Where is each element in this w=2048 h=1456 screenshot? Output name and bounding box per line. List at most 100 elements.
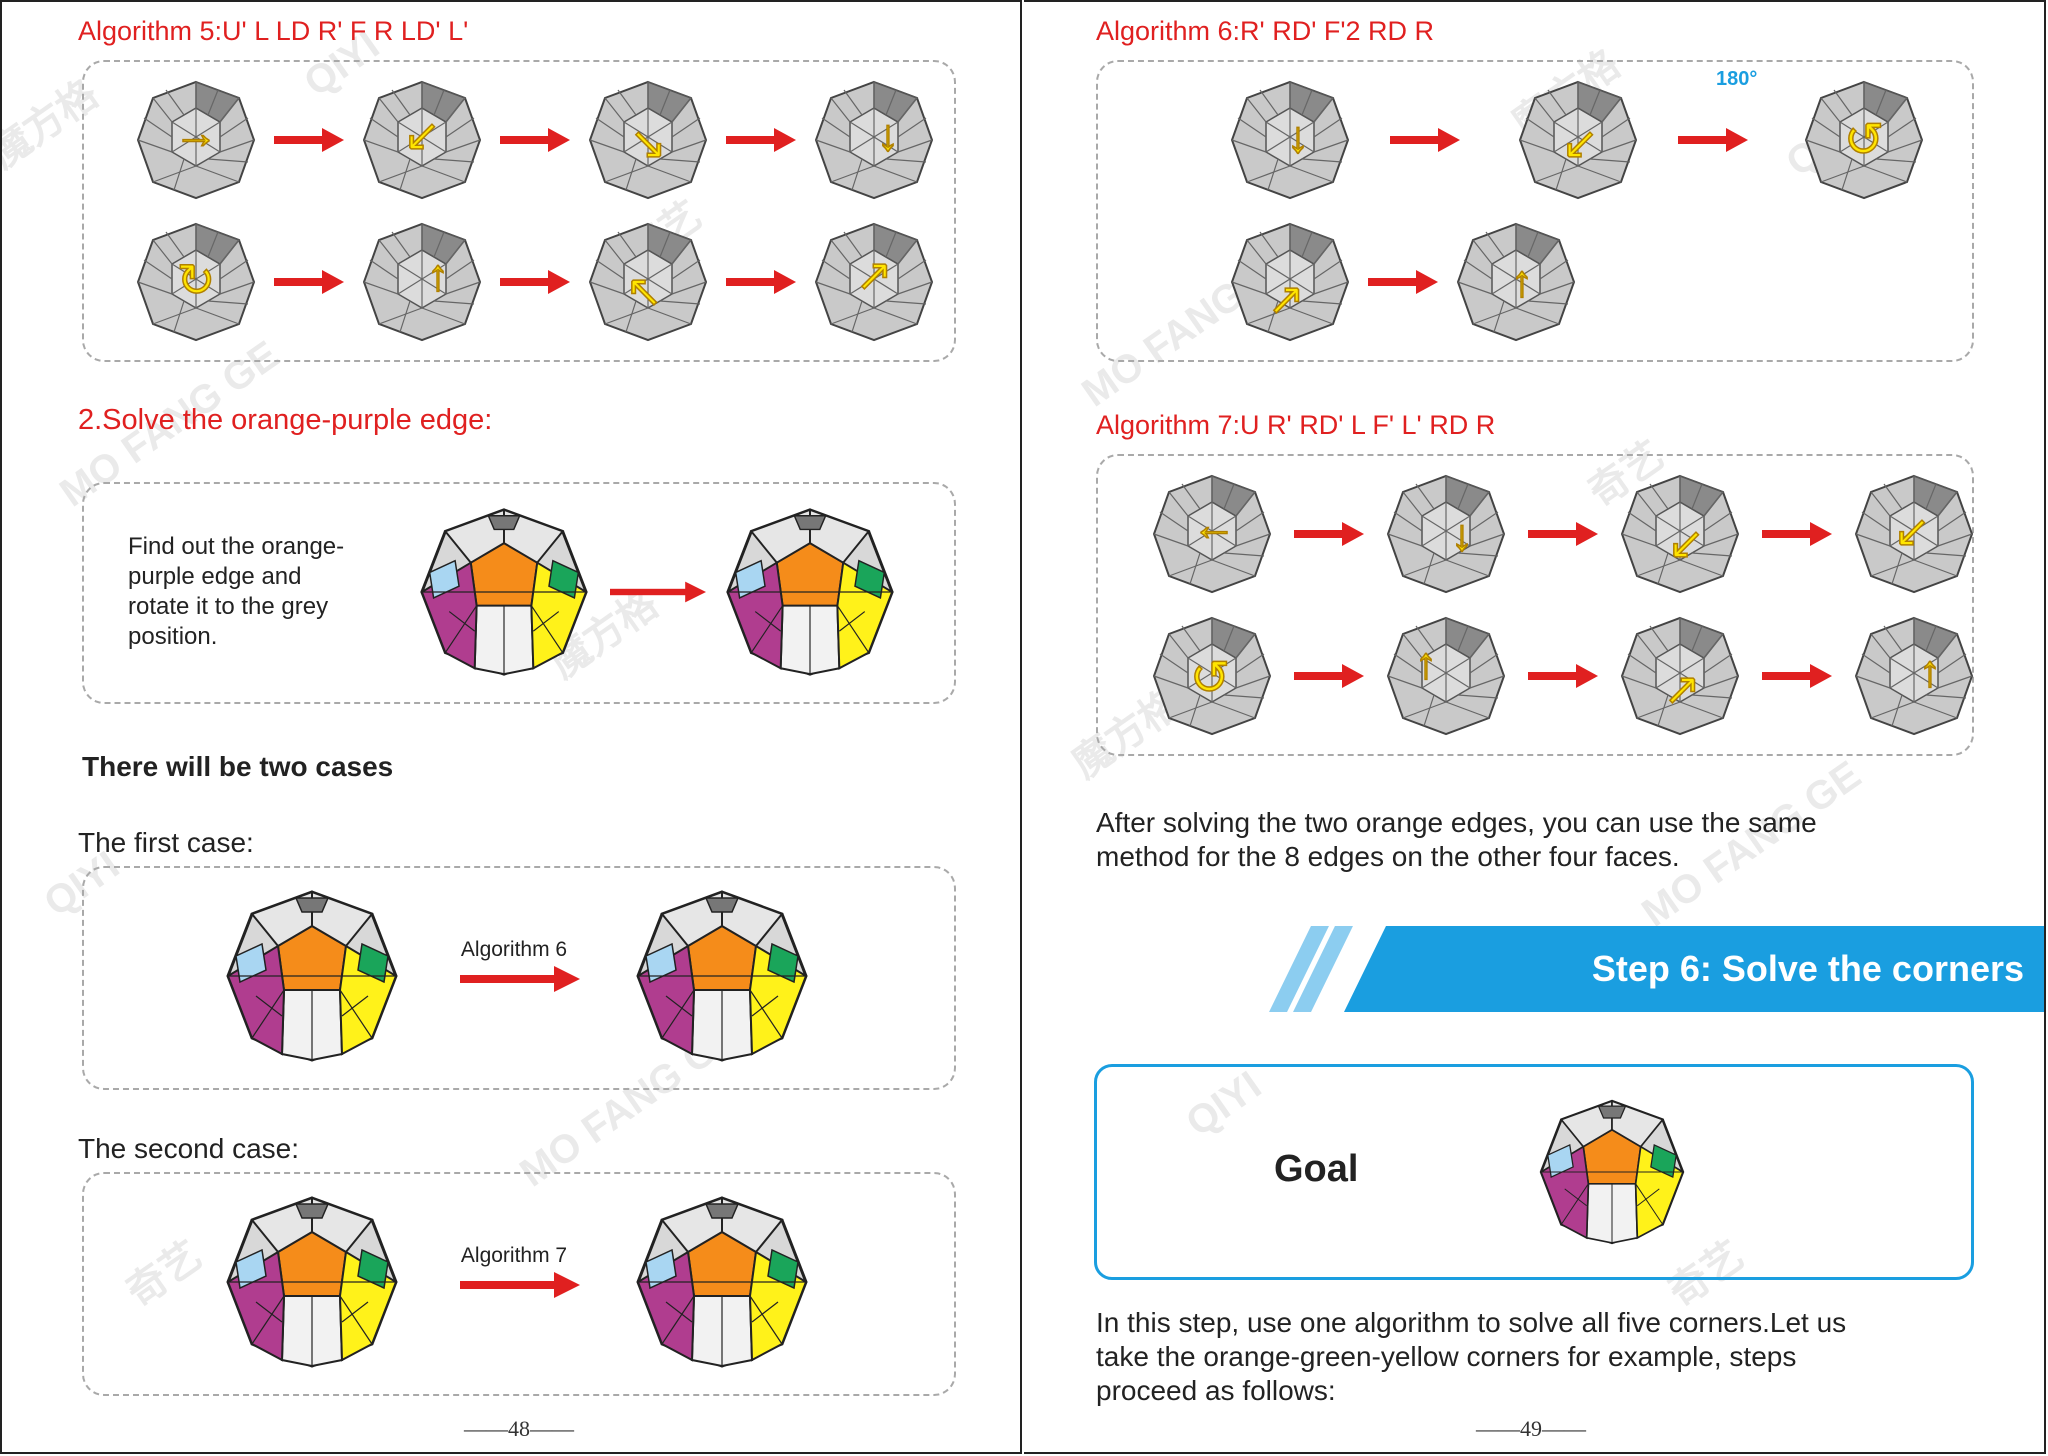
arrow-up-right-icon: ↗	[1664, 665, 1701, 714]
instruction-line: purple edge and	[128, 563, 302, 590]
megaminx-step: ↖	[588, 220, 708, 344]
next-arrow-icon	[274, 125, 344, 155]
goal-label: Goal	[1274, 1148, 1359, 1190]
instruction-line: rotate it to the grey	[128, 593, 329, 620]
paragraph-line: take the orange-green-yellow corners for…	[1096, 1341, 1797, 1372]
megaminx-step: ↙	[1854, 472, 1974, 596]
megaminx-step: ↗	[1620, 614, 1740, 738]
step-6-title: Step 6: Solve the corners	[1591, 948, 2024, 989]
megaminx-step: ↑	[1386, 614, 1506, 738]
next-arrow-icon	[1678, 125, 1748, 155]
next-arrow-icon	[1368, 267, 1438, 297]
algorithm-6-label: Algorithm 6	[460, 938, 568, 961]
rotate-180-icon: ↺	[1844, 114, 1884, 167]
algorithm-7-title: Algorithm 7:U R' RD' L F' L' RD R	[1096, 410, 1496, 440]
megaminx-second-case-after	[632, 1192, 812, 1372]
megaminx-step: ↑	[1854, 614, 1974, 738]
algorithm-6-panel	[1096, 60, 1974, 362]
megaminx-before	[416, 502, 592, 682]
megaminx-step: ↓	[1386, 472, 1506, 596]
algorithm-7-row-2: ↺ ↑ ↗ ↑	[1152, 614, 1974, 738]
arrow-up-icon: ↑	[427, 251, 449, 300]
arrow-up-right-icon: ↗	[1268, 275, 1305, 324]
next-arrow-icon	[726, 125, 796, 155]
step-description: In this step, use one algorithm to solve…	[1096, 1306, 1974, 1408]
next-arrow-icon	[1528, 519, 1598, 549]
arrow-down-icon: ↓	[1451, 511, 1473, 560]
rotate-counterclockwise-icon: ↺	[1190, 652, 1230, 705]
next-arrow-icon	[1294, 519, 1364, 549]
algorithm-7-label: Algorithm 7	[460, 1244, 568, 1267]
megaminx-step: ↘	[588, 78, 708, 202]
step-6-banner	[1344, 926, 2044, 1012]
arrow-left-icon: ←	[1192, 501, 1236, 550]
arrow-up-icon: ↑	[1511, 257, 1533, 306]
paragraph-line: After solving the two orange edges, you …	[1096, 807, 1817, 838]
first-case-label: The first case:	[78, 827, 254, 858]
cases-title: There will be two cases	[82, 751, 394, 782]
page-number: ——49——	[1476, 1416, 1586, 1441]
megaminx-after	[722, 502, 898, 682]
instruction-text: Find out the orange- purple edge and rot…	[128, 532, 344, 652]
algorithm-7-row-1: ← ↓ ↙ ↙	[1152, 472, 1974, 596]
next-arrow-icon	[1762, 661, 1832, 691]
page-49: 魔方格 QIYI MO FANG GE 奇艺 魔方格 MO FANG GE QI…	[1024, 0, 2046, 1454]
rotate-clockwise-icon: ↻	[177, 254, 216, 306]
arrow-up-icon: ↑	[1415, 639, 1437, 688]
paragraph-line: In this step, use one algorithm to solve…	[1096, 1307, 1847, 1338]
arrow-up-right-icon: ↗	[856, 251, 893, 300]
next-arrow-icon	[500, 125, 570, 155]
arrow-right-icon: →	[174, 109, 218, 158]
algorithm-5-title: Algorithm 5:U' L LD R' F R LD' L'	[78, 16, 469, 46]
arrow-down-left-icon: ↙	[1668, 519, 1705, 568]
megaminx-step: ↙	[1518, 78, 1638, 202]
megaminx-first-case-before	[222, 886, 402, 1066]
next-arrow-icon	[1390, 125, 1460, 155]
megaminx-step: ↑	[362, 220, 482, 344]
rotation-label: 180°	[1716, 68, 1758, 90]
next-arrow-icon	[274, 267, 344, 297]
next-arrow-icon	[1528, 661, 1598, 691]
next-arrow-icon	[726, 267, 796, 297]
algorithm-6-arrow-icon	[460, 964, 580, 994]
paragraph-line: method for the 8 edges on the other four…	[1096, 841, 1680, 872]
transition-arrow-icon	[610, 578, 706, 606]
algorithm-5-row-2: ↻ ↑ ↖ ↗	[136, 220, 934, 344]
goal-box	[1094, 1064, 1974, 1280]
arrow-down-icon: ↓	[1287, 113, 1309, 162]
arrow-down-left-icon: ↙	[404, 111, 441, 160]
megaminx-step: ↻	[136, 220, 256, 344]
megaminx-step: ↓	[1230, 78, 1350, 202]
page-number: ——48——	[464, 1416, 574, 1441]
next-arrow-icon	[1294, 661, 1364, 691]
arrow-down-left-icon: ↙	[1562, 119, 1599, 168]
section-2-title: 2.Solve the orange-purple edge:	[78, 404, 493, 436]
megaminx-step: ↗	[814, 220, 934, 344]
algorithm-6-row-2: ↗ ↑	[1230, 220, 1576, 344]
megaminx-step: ↓	[814, 78, 934, 202]
page-48: 魔方格 QIYI 奇艺 MO FANG GE 魔方格 QIYI MO FANG …	[0, 0, 1022, 1454]
megaminx-step: ↙	[1620, 472, 1740, 596]
megaminx-step: ↺	[1804, 78, 1924, 202]
arrow-up-icon: ↑	[1919, 647, 1941, 696]
megaminx-step: ↗	[1230, 220, 1350, 344]
megaminx-first-case-after	[632, 886, 812, 1066]
arrow-down-left-icon: ↙	[1894, 507, 1931, 556]
next-arrow-icon	[1762, 519, 1832, 549]
first-case-panel	[82, 866, 956, 1090]
megaminx-second-case-before	[222, 1192, 402, 1372]
algorithm-5-panel	[82, 60, 956, 362]
second-case-panel	[82, 1172, 956, 1396]
arrow-up-left-icon: ↖	[626, 267, 663, 316]
instruction-line: Find out the orange-	[128, 533, 345, 560]
algorithm-6-title: Algorithm 6:R' RD' F'2 RD R	[1096, 16, 1435, 46]
megaminx-step: →	[136, 78, 256, 202]
megaminx-goal	[1536, 1092, 1688, 1252]
algorithm-5-row-1: → ↙ ↘ ↓	[136, 78, 934, 202]
arrow-down-icon: ↓	[877, 111, 899, 160]
megaminx-step: ↑	[1456, 220, 1576, 344]
paragraph-line: proceed as follows:	[1096, 1375, 1336, 1406]
instruction-line: position.	[128, 623, 218, 650]
arrow-down-right-icon: ↘	[630, 119, 667, 168]
megaminx-step: ↺	[1152, 614, 1272, 738]
